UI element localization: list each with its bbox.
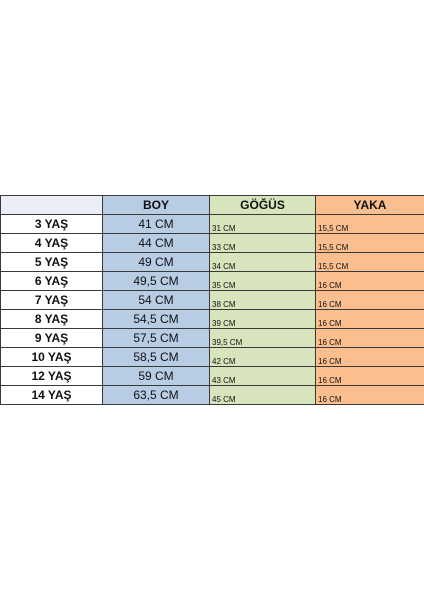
table-row: 6 YAŞ 49,5 CM 35 CM 16 CM: [0, 271, 424, 291]
yaka-cell: 16 CM: [315, 328, 424, 348]
yaka-cell: 16 CM: [315, 385, 424, 405]
header-gogus: GÖĞÜS: [209, 195, 316, 215]
boy-cell: 63,5 CM: [102, 385, 210, 405]
yaka-cell: 16 CM: [315, 271, 424, 291]
gogus-cell: 39 CM: [209, 309, 316, 329]
yaka-cell: 16 CM: [315, 290, 424, 310]
boy-cell: 44 CM: [102, 233, 210, 253]
age-cell: 6 YAŞ: [0, 271, 103, 291]
table-row: 7 YAŞ 54 CM 38 CM 16 CM: [0, 290, 424, 310]
header-row: BOY GÖĞÜS YAKA: [0, 195, 424, 215]
header-yaka: YAKA: [315, 195, 424, 215]
age-cell: 9 YAŞ: [0, 328, 103, 348]
table-row: 10 YAŞ 58,5 CM 42 CM 16 CM: [0, 347, 424, 367]
boy-cell: 54,5 CM: [102, 309, 210, 329]
table-row: 5 YAŞ 49 CM 34 CM 15,5 CM: [0, 252, 424, 272]
yaka-cell: 16 CM: [315, 366, 424, 386]
table-row: 4 YAŞ 44 CM 33 CM 15,5 CM: [0, 233, 424, 253]
gogus-cell: 45 CM: [209, 385, 316, 405]
boy-cell: 41 CM: [102, 214, 210, 234]
boy-cell: 49 CM: [102, 252, 210, 272]
gogus-cell: 42 CM: [209, 347, 316, 367]
boy-cell: 49,5 CM: [102, 271, 210, 291]
gogus-cell: 33 CM: [209, 233, 316, 253]
header-boy: BOY: [102, 195, 210, 215]
age-cell: 3 YAŞ: [0, 214, 103, 234]
age-cell: 5 YAŞ: [0, 252, 103, 272]
yaka-cell: 16 CM: [315, 347, 424, 367]
age-cell: 7 YAŞ: [0, 290, 103, 310]
gogus-cell: 34 CM: [209, 252, 316, 272]
gogus-cell: 38 CM: [209, 290, 316, 310]
table-row: 12 YAŞ 59 CM 43 CM 16 CM: [0, 366, 424, 386]
age-cell: 10 YAŞ: [0, 347, 103, 367]
yaka-cell: 15,5 CM: [315, 252, 424, 272]
boy-cell: 57,5 CM: [102, 328, 210, 348]
age-cell: 14 YAŞ: [0, 385, 103, 405]
boy-cell: 58,5 CM: [102, 347, 210, 367]
yaka-cell: 16 CM: [315, 309, 424, 329]
table-row: 8 YAŞ 54,5 CM 39 CM 16 CM: [0, 309, 424, 329]
header-age: [0, 195, 103, 215]
table-row: 9 YAŞ 57,5 CM 39,5 CM 16 CM: [0, 328, 424, 348]
boy-cell: 59 CM: [102, 366, 210, 386]
age-cell: 12 YAŞ: [0, 366, 103, 386]
gogus-cell: 43 CM: [209, 366, 316, 386]
age-cell: 8 YAŞ: [0, 309, 103, 329]
gogus-cell: 39,5 CM: [209, 328, 316, 348]
boy-cell: 54 CM: [102, 290, 210, 310]
table-row: 14 YAŞ 63,5 CM 45 CM 16 CM: [0, 385, 424, 405]
gogus-cell: 35 CM: [209, 271, 316, 291]
yaka-cell: 15,5 CM: [315, 233, 424, 253]
table-row: 3 YAŞ 41 CM 31 CM 15,5 CM: [0, 214, 424, 234]
yaka-cell: 15,5 CM: [315, 214, 424, 234]
gogus-cell: 31 CM: [209, 214, 316, 234]
size-chart-table: BOY GÖĞÜS YAKA 3 YAŞ 41 CM 31 CM 15,5 CM…: [0, 195, 424, 405]
age-cell: 4 YAŞ: [0, 233, 103, 253]
